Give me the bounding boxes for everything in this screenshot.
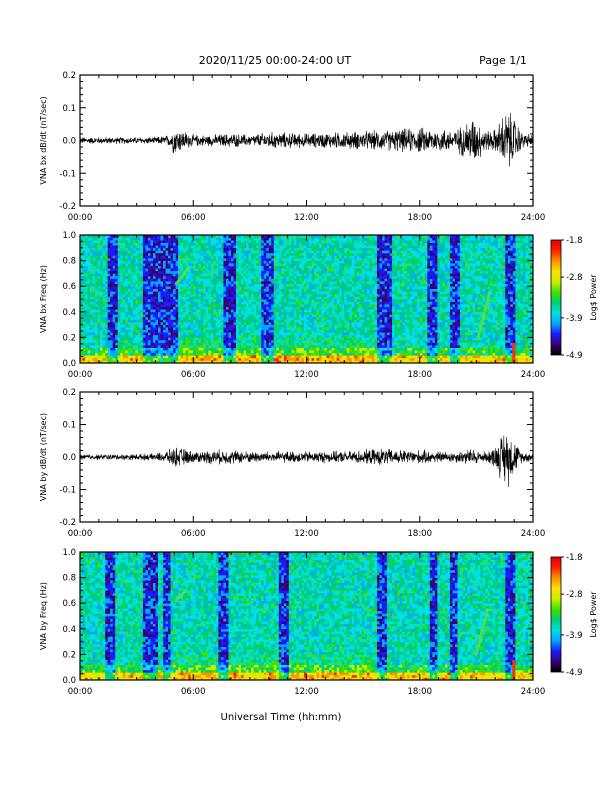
y-tick-label: 0.2 xyxy=(62,650,76,660)
y-tick-label: -0.1 xyxy=(59,486,76,496)
x-tick-label: 12:00 xyxy=(294,687,319,697)
x-tick-label: 00:00 xyxy=(68,213,93,223)
page-number: Page 1/1 xyxy=(479,54,527,67)
waveform-trace xyxy=(79,435,534,488)
intense-burst xyxy=(512,660,516,680)
x-tick-label: 06:00 xyxy=(181,370,206,380)
y-tick-label: 1.0 xyxy=(62,231,76,241)
emission-streak xyxy=(174,265,191,286)
x-tick-label: 06:00 xyxy=(181,213,206,223)
spectrogram-cells xyxy=(80,235,534,364)
color-bar xyxy=(550,239,562,356)
color-bar-tick-label: -2.8 xyxy=(566,273,583,283)
y-axis-label: VNA by Freq (Hz) xyxy=(39,582,48,650)
y-axis-label: VNA bx Freq (Hz) xyxy=(39,265,48,333)
x-tick-label: 24:00 xyxy=(521,213,546,223)
y-tick-label: 0.6 xyxy=(62,599,76,609)
color-bar-tick-label: -3.9 xyxy=(566,314,583,324)
emission-streak xyxy=(474,608,490,656)
x-tick-label: 24:00 xyxy=(521,529,546,539)
x-tick-label: 18:00 xyxy=(408,529,433,539)
spectrogram-cells xyxy=(80,552,534,681)
plot-title: 2020/11/25 00:00-24:00 UT xyxy=(199,54,352,67)
by-spectrogram-panel: 1.0 0.8 0.6 0.4 0.2 0.000:00 06:00 12:00 18:00 24… xyxy=(39,548,598,697)
bx-spectrogram-panel: 1.0 0.8 0.6 0.4 0.2 0.000:00 06:00 12:00 18:00 24… xyxy=(39,231,598,380)
x-tick-label: 18:00 xyxy=(408,213,433,223)
intense-burst xyxy=(512,343,516,363)
waveform-trace xyxy=(79,112,534,167)
color-bar-tick-label: -2.8 xyxy=(566,590,583,600)
y-tick-label: 0.0 xyxy=(62,453,76,463)
y-tick-label: 0.0 xyxy=(62,137,76,147)
color-bar-tick-label: -1.8 xyxy=(566,553,583,563)
y-tick-label: 0.1 xyxy=(62,421,76,431)
x-tick-label: 00:00 xyxy=(68,529,93,539)
x-tick-label: 06:00 xyxy=(181,529,206,539)
y-axis-label: VNA by dB/dt (nT/sec) xyxy=(39,413,48,501)
y-tick-label: 0.2 xyxy=(62,71,76,81)
by-waveform-panel: 0.2 0.1 0.0 -0.1 -0.200:00 06:00 12:00 18:00 24:… xyxy=(39,388,545,539)
x-tick-label: 12:00 xyxy=(294,370,319,380)
x-tick-label: 00:00 xyxy=(68,370,93,380)
emission-streak xyxy=(174,588,188,603)
y-tick-label: 0.1 xyxy=(62,104,76,114)
x-tick-label: 06:00 xyxy=(181,687,206,697)
color-bar-tick-label: -4.9 xyxy=(566,668,583,678)
x-tick-label: 12:00 xyxy=(294,529,319,539)
x-axis-title: Universal Time (hh:mm) xyxy=(221,712,342,723)
y-tick-label: 0.0 xyxy=(62,359,76,369)
y-axis-label: VNA bx dB/dt (nT/sec) xyxy=(39,96,48,184)
y-tick-label: 0.6 xyxy=(62,282,76,292)
color-bar-tick-label: -1.8 xyxy=(566,236,583,246)
y-tick-label: 0.2 xyxy=(62,388,76,398)
x-tick-label: 18:00 xyxy=(408,370,433,380)
color-bar-label: Log$ Power xyxy=(589,591,598,638)
y-tick-label: -0.1 xyxy=(59,169,76,179)
y-tick-label: 1.0 xyxy=(62,548,76,558)
y-tick-label: 0.0 xyxy=(62,676,76,686)
emission-streak xyxy=(476,291,492,339)
bx-waveform-panel: 0.2 0.1 0.0 -0.1 -0.200:00 06:00 12:00 18:00 24:… xyxy=(39,71,545,223)
y-tick-label: -0.2 xyxy=(59,202,76,212)
y-tick-label: -0.2 xyxy=(59,518,76,528)
y-tick-label: 0.8 xyxy=(62,574,76,584)
x-tick-label: 24:00 xyxy=(521,687,546,697)
x-tick-label: 24:00 xyxy=(521,370,546,380)
color-bar xyxy=(550,556,562,673)
x-tick-label: 00:00 xyxy=(68,687,93,697)
y-tick-label: 0.4 xyxy=(62,625,76,635)
x-tick-label: 18:00 xyxy=(408,687,433,697)
color-bar-tick-label: -4.9 xyxy=(566,351,583,361)
y-tick-label: 0.8 xyxy=(62,257,76,267)
color-bar-tick-label: -3.9 xyxy=(566,631,583,641)
color-bar-label: Log$ Power xyxy=(589,274,598,321)
x-tick-label: 12:00 xyxy=(294,213,319,223)
y-tick-label: 0.4 xyxy=(62,308,76,318)
y-tick-label: 0.2 xyxy=(62,333,76,343)
